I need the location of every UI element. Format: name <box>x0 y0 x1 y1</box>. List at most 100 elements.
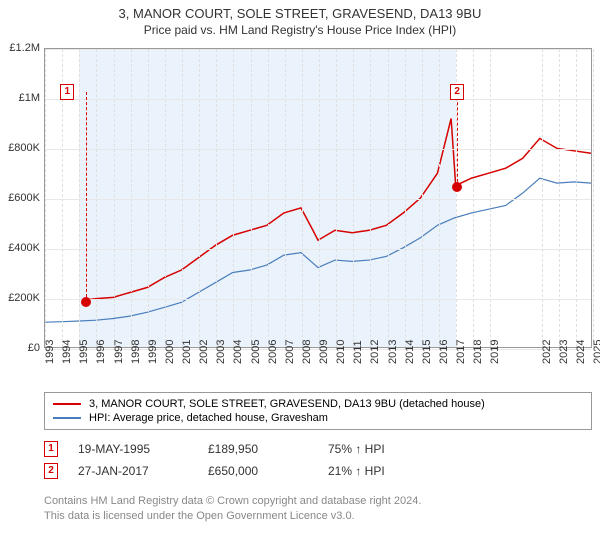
x-axis-label: 2022 <box>541 340 553 364</box>
x-axis-label: 2008 <box>301 340 313 364</box>
vline <box>216 49 217 347</box>
vline <box>268 49 269 347</box>
x-axis-label: 2003 <box>215 340 227 364</box>
vline <box>165 49 166 347</box>
x-axis-label: 2006 <box>267 340 279 364</box>
vline <box>302 49 303 347</box>
y-axis-label: £400K <box>8 242 40 254</box>
vline <box>422 49 423 347</box>
transactions-table: 119-MAY-1995£189,95075% ↑ HPI 2 27-JAN-201… <box>44 438 592 482</box>
x-axis-label: 2010 <box>335 340 347 364</box>
x-axis-label: 2005 <box>250 340 262 364</box>
vline <box>336 49 337 347</box>
vline <box>542 49 543 347</box>
y-axis-label: £0 <box>28 342 40 354</box>
x-axis-label: 2019 <box>489 340 501 364</box>
x-axis-label: 2016 <box>438 340 450 364</box>
sale-marker-label: 1 <box>60 84 74 100</box>
y-axis-label: £600K <box>8 192 40 204</box>
marker-guideline <box>457 92 458 187</box>
x-axis-label: 2017 <box>455 340 467 364</box>
x-axis-label: 2007 <box>284 340 296 364</box>
gridline <box>45 99 591 100</box>
vline <box>233 49 234 347</box>
x-axis-label: 2024 <box>575 340 587 364</box>
y-axis-label: £1.2M <box>9 42 40 54</box>
x-axis-label: 2018 <box>472 340 484 364</box>
gridline <box>45 249 591 250</box>
x-axis-label: 2009 <box>318 340 330 364</box>
x-axis-label: 2012 <box>369 340 381 364</box>
x-axis-label: 1994 <box>61 340 73 364</box>
vline <box>388 49 389 347</box>
transaction-marker: 1 <box>44 441 58 457</box>
vline <box>114 49 115 347</box>
legend-row: HPI: Average price, detached house, Grav… <box>53 411 583 425</box>
vline <box>45 49 46 347</box>
x-axis-label: 2015 <box>421 340 433 364</box>
vline <box>319 49 320 347</box>
footer-line2: This data is licensed under the Open Gov… <box>44 509 592 524</box>
vline <box>490 49 491 347</box>
x-axis-label: 2004 <box>232 340 244 364</box>
gridline <box>45 299 591 300</box>
vline <box>199 49 200 347</box>
x-axis-label: 2025 <box>592 340 600 364</box>
title-sub: Price paid vs. HM Land Registry's House … <box>0 23 600 37</box>
legend-row: 3, MANOR COURT, SOLE STREET, GRAVESEND, … <box>53 397 583 411</box>
titles: 3, MANOR COURT, SOLE STREET, GRAVESEND, … <box>0 0 600 37</box>
sale-marker-label: 2 <box>450 84 464 100</box>
vline <box>439 49 440 347</box>
vline <box>79 49 80 347</box>
x-axis-label: 2001 <box>181 340 193 364</box>
transaction-price: £189,950 <box>208 442 308 456</box>
y-axis-label: £200K <box>8 292 40 304</box>
vline <box>559 49 560 347</box>
transaction-row: 119-MAY-1995£189,95075% ↑ HPI <box>44 438 592 460</box>
legend-swatch <box>53 417 81 419</box>
transaction-pct: 21% ↑ HPI <box>328 464 448 478</box>
transaction-row: 2 27-JAN-2017 £650,000 21% ↑ HPI <box>44 460 592 482</box>
transaction-price: £650,000 <box>208 464 308 478</box>
y-axis-label: £1M <box>19 92 40 104</box>
legend-box: 3, MANOR COURT, SOLE STREET, GRAVESEND, … <box>44 392 592 430</box>
vline <box>148 49 149 347</box>
chart-area: 12 £0£200K£400K£600K£800K£1M£1.2M1993199… <box>44 48 592 368</box>
y-axis-label: £800K <box>8 142 40 154</box>
vline <box>131 49 132 347</box>
title-main: 3, MANOR COURT, SOLE STREET, GRAVESEND, … <box>0 6 600 21</box>
vline <box>285 49 286 347</box>
x-axis-label: 1997 <box>113 340 125 364</box>
vline <box>405 49 406 347</box>
footer-attribution: Contains HM Land Registry data © Crown c… <box>44 494 592 524</box>
chart-container: 3, MANOR COURT, SOLE STREET, GRAVESEND, … <box>0 0 600 560</box>
legend-swatch <box>53 403 81 405</box>
vline <box>182 49 183 347</box>
x-axis-label: 2000 <box>164 340 176 364</box>
vline <box>576 49 577 347</box>
x-axis-label: 1999 <box>147 340 159 364</box>
x-axis-label: 2013 <box>387 340 399 364</box>
series-price_paid <box>86 119 591 300</box>
gridline <box>45 49 591 50</box>
vline <box>96 49 97 347</box>
legend-label: HPI: Average price, detached house, Grav… <box>89 412 328 424</box>
transaction-marker: 2 <box>44 463 58 479</box>
gridline <box>45 199 591 200</box>
vline <box>251 49 252 347</box>
x-axis-label: 1995 <box>78 340 90 364</box>
x-axis-label: 1998 <box>130 340 142 364</box>
vline <box>593 49 594 347</box>
footer-line1: Contains HM Land Registry data © Crown c… <box>44 494 592 509</box>
vline <box>473 49 474 347</box>
marker-guideline <box>86 92 87 302</box>
legend-label: 3, MANOR COURT, SOLE STREET, GRAVESEND, … <box>89 398 485 410</box>
plot-area: 12 <box>44 48 592 348</box>
line-canvas <box>45 49 591 347</box>
x-axis-label: 1993 <box>44 340 56 364</box>
transaction-date: 27-JAN-2017 <box>78 464 188 478</box>
x-axis-label: 2011 <box>352 340 364 364</box>
x-axis-label: 2002 <box>198 340 210 364</box>
x-axis-label: 2014 <box>404 340 416 364</box>
x-axis-label: 1996 <box>95 340 107 364</box>
